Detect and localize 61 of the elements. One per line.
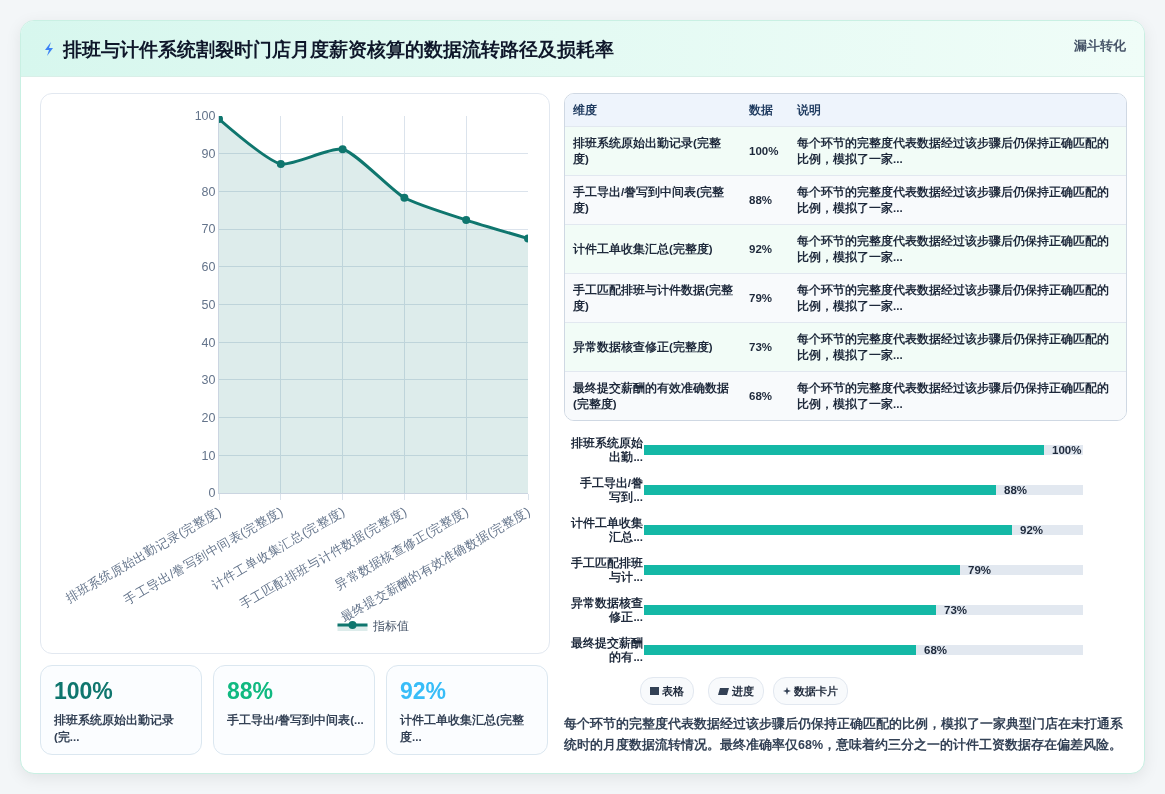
category-label: 最终提交薪酬的有效准确数据(完整度): [565, 371, 741, 420]
text: 排班与计件系统割裂时门店月度薪资核算的数据流转路径及损耗率: [63, 38, 614, 62]
y-tick-label: 20: [201, 410, 216, 425]
y-tick-label: 90: [201, 147, 216, 162]
data-label: 88%: [1004, 484, 1028, 496]
y-tick-label: 异常数据核查修正...: [570, 595, 643, 625]
y-tick-label: 50: [201, 297, 216, 312]
text: 100%: [54, 678, 113, 705]
y-tick-label: 100: [194, 109, 216, 124]
point: [462, 216, 471, 225]
text: 92%: [749, 243, 773, 255]
y-tick-label: 最终提交薪酬的有...: [570, 635, 643, 664]
text: 88%: [749, 194, 773, 206]
text: 每个环节的完整度代表数据经过该步骤后仍保持正确匹配的比例，模拟了一家...: [789, 273, 1126, 323]
data-label: 73%: [944, 604, 968, 616]
text: 每个环节的完整度代表数据经过该步骤后仍保持正确匹配的比例，模拟了一家...: [789, 371, 1126, 420]
y-tick-label: 手工导出/誊写到...: [578, 475, 643, 504]
text: 计件工单收集汇总(完整度...: [400, 712, 525, 745]
text: 数据卡片: [773, 677, 848, 705]
data-label: 92%: [1020, 524, 1044, 536]
category-label: 排班系统原始出勤记录(完整度): [565, 126, 741, 176]
text: 漏斗转化: [1074, 37, 1126, 55]
category-label: 手工匹配排班与计件数据(完整度): [565, 273, 741, 323]
y-tick-label: 排班系统原始出勤...: [570, 435, 644, 464]
y-tick-label: 80: [201, 184, 216, 199]
data-label: 79%: [968, 564, 992, 576]
y-tick-label: 手工匹配排班与计...: [570, 555, 643, 584]
y-tick-label: 30: [201, 373, 216, 388]
text: 每个环节的完整度代表数据经过该步骤后仍保持正确匹配的比例，模拟了一家...: [789, 175, 1126, 225]
legend-label: 指标值: [371, 618, 409, 633]
y-tick-label: 10: [201, 448, 216, 463]
y-tick-label: 40: [201, 335, 216, 350]
text: 维度: [565, 94, 741, 127]
y-tick-label: 计件工单收集汇总...: [570, 515, 643, 544]
text: 每个环节的完整度代表数据经过该步骤后仍保持正确匹配的比例，模拟了一家...: [789, 126, 1126, 176]
data-label: 68%: [924, 644, 948, 656]
text: 表格: [640, 677, 694, 705]
y-tick-label: 0: [208, 486, 216, 501]
y-tick-label: 70: [201, 222, 216, 237]
text: 进度: [708, 677, 764, 705]
y-tick-label: 60: [201, 260, 216, 275]
category-label: 手工导出/誊写到中间表(完整度): [565, 175, 741, 225]
text: 每个环节的完整度代表数据经过该步骤后仍保持正确匹配的比例，模拟了一家典型门店在未打通系统时的月度数据流转情况。最终准确率仅68%，意味着约三分之一的计件工资数据存在偏差风险。: [564, 715, 1124, 754]
category-label: 计件工单收集汇总(完整度): [565, 224, 741, 274]
category-label: 异常数据核查修正(完整度): [565, 322, 741, 372]
text: 73%: [749, 341, 773, 353]
text: 79%: [749, 292, 773, 304]
text: 88%: [227, 678, 274, 705]
text: 每个环节的完整度代表数据经过该步骤后仍保持正确匹配的比例，模拟了一家...: [789, 224, 1126, 274]
text: 100%: [749, 145, 779, 157]
data-label: 100%: [1052, 444, 1082, 456]
text: 手工导出/誊写到中间表(...: [227, 712, 365, 728]
text: 每个环节的完整度代表数据经过该步骤后仍保持正确匹配的比例，模拟了一家...: [789, 322, 1126, 372]
text: 数据: [741, 94, 789, 127]
text: 68%: [749, 390, 773, 402]
point: [400, 193, 409, 202]
text: 说明: [789, 94, 1126, 127]
point: [338, 145, 347, 154]
point: [276, 159, 285, 168]
text: 92%: [400, 678, 447, 705]
text: 排班系统原始出勤记录(完...: [54, 712, 175, 745]
